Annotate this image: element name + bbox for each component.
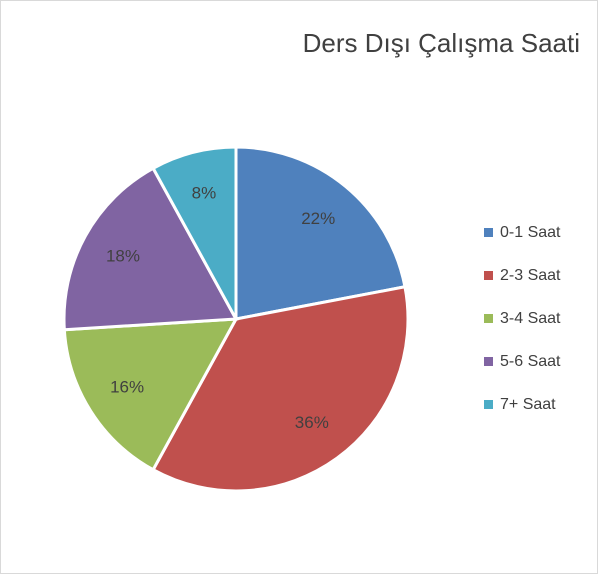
legend-label: 2-3 Saat bbox=[500, 267, 561, 284]
pie-slice bbox=[151, 145, 238, 320]
data-label: 36% bbox=[295, 413, 329, 432]
chart-title: Ders Dışı Çalışma Saati bbox=[303, 28, 580, 58]
legend-swatch bbox=[484, 400, 493, 409]
legend-swatch bbox=[484, 314, 493, 323]
data-label: 8% bbox=[192, 184, 217, 203]
data-label: 16% bbox=[110, 378, 144, 397]
legend-label: 5-6 Saat bbox=[500, 353, 561, 370]
legend-label: 3-4 Saat bbox=[500, 310, 561, 327]
pie-slice bbox=[62, 166, 239, 332]
legend-label: 7+ Saat bbox=[500, 396, 556, 413]
legend-label: 0-1 Saat bbox=[500, 224, 561, 241]
data-label: 22% bbox=[301, 209, 335, 228]
data-label: 18% bbox=[106, 246, 140, 265]
pie-slice bbox=[62, 317, 239, 472]
pie-slice bbox=[234, 145, 407, 321]
legend-swatch bbox=[484, 357, 493, 366]
legend-swatch bbox=[484, 271, 493, 280]
legend-swatch bbox=[484, 228, 493, 237]
pie-slice bbox=[151, 285, 410, 493]
